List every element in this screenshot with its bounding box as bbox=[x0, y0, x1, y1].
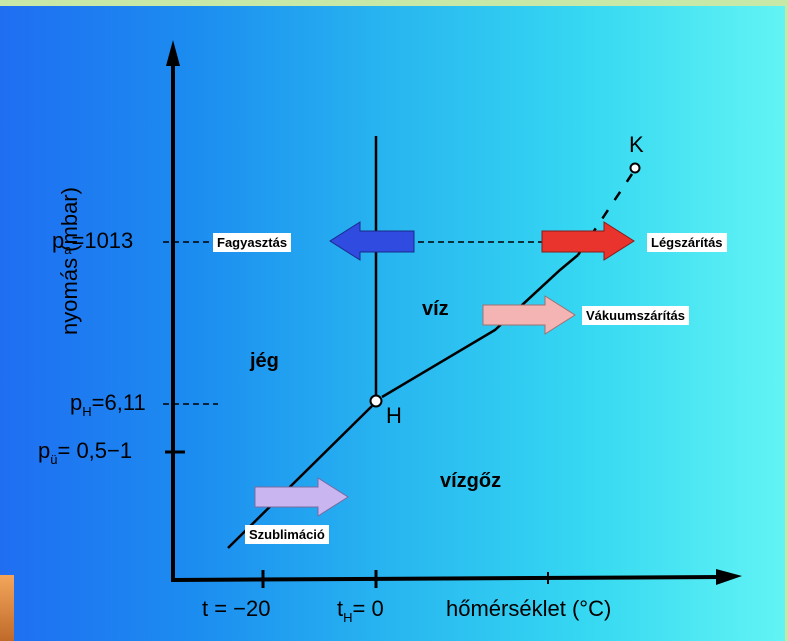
y-tick-label-ph: pH=6,11 bbox=[70, 390, 146, 419]
y-tick-label-pu: pü= 0,5−1 bbox=[38, 438, 133, 467]
y-axis-label: nyomás (mbar) bbox=[57, 166, 83, 356]
x-tick-label-minus20: t = −20 bbox=[202, 596, 271, 621]
critical-point-marker bbox=[629, 162, 641, 174]
air-drying-label: Légszárítás bbox=[647, 233, 727, 252]
region-water: víz bbox=[422, 298, 449, 320]
vaporization-curve-dashed bbox=[576, 173, 634, 256]
triple-point-marker bbox=[369, 394, 383, 408]
y-axis-arrowhead bbox=[166, 40, 180, 66]
x-axis-label: hőmérséklet (°C) bbox=[446, 596, 612, 621]
freezing-arrow bbox=[329, 221, 415, 261]
freezing-label: Fagyasztás bbox=[213, 233, 292, 252]
triple-point-label: H bbox=[386, 403, 402, 428]
sublimation-curve bbox=[227, 405, 373, 549]
vacuum-drying-arrow bbox=[482, 295, 576, 335]
vacuum-drying-label: Vákuumszárítás bbox=[582, 306, 689, 325]
corner-decoration bbox=[0, 575, 14, 641]
x-axis bbox=[172, 575, 723, 582]
y-axis-label-text: nyomás (mbar) bbox=[57, 187, 82, 335]
region-vapor: vízgőz bbox=[440, 470, 502, 492]
sublimation-arrow bbox=[254, 477, 349, 517]
vaporization-curve bbox=[381, 254, 579, 399]
sublimation-label: Szublimáció bbox=[245, 525, 329, 544]
region-ice: jég bbox=[250, 350, 279, 372]
y-tick-label-pa: pa=1013 bbox=[52, 228, 134, 257]
air-drying-arrow bbox=[541, 221, 635, 261]
x-axis-arrowhead bbox=[716, 569, 742, 585]
critical-point-label: K bbox=[629, 132, 644, 157]
x-tick-label-zero: tH= 0 bbox=[337, 596, 384, 625]
